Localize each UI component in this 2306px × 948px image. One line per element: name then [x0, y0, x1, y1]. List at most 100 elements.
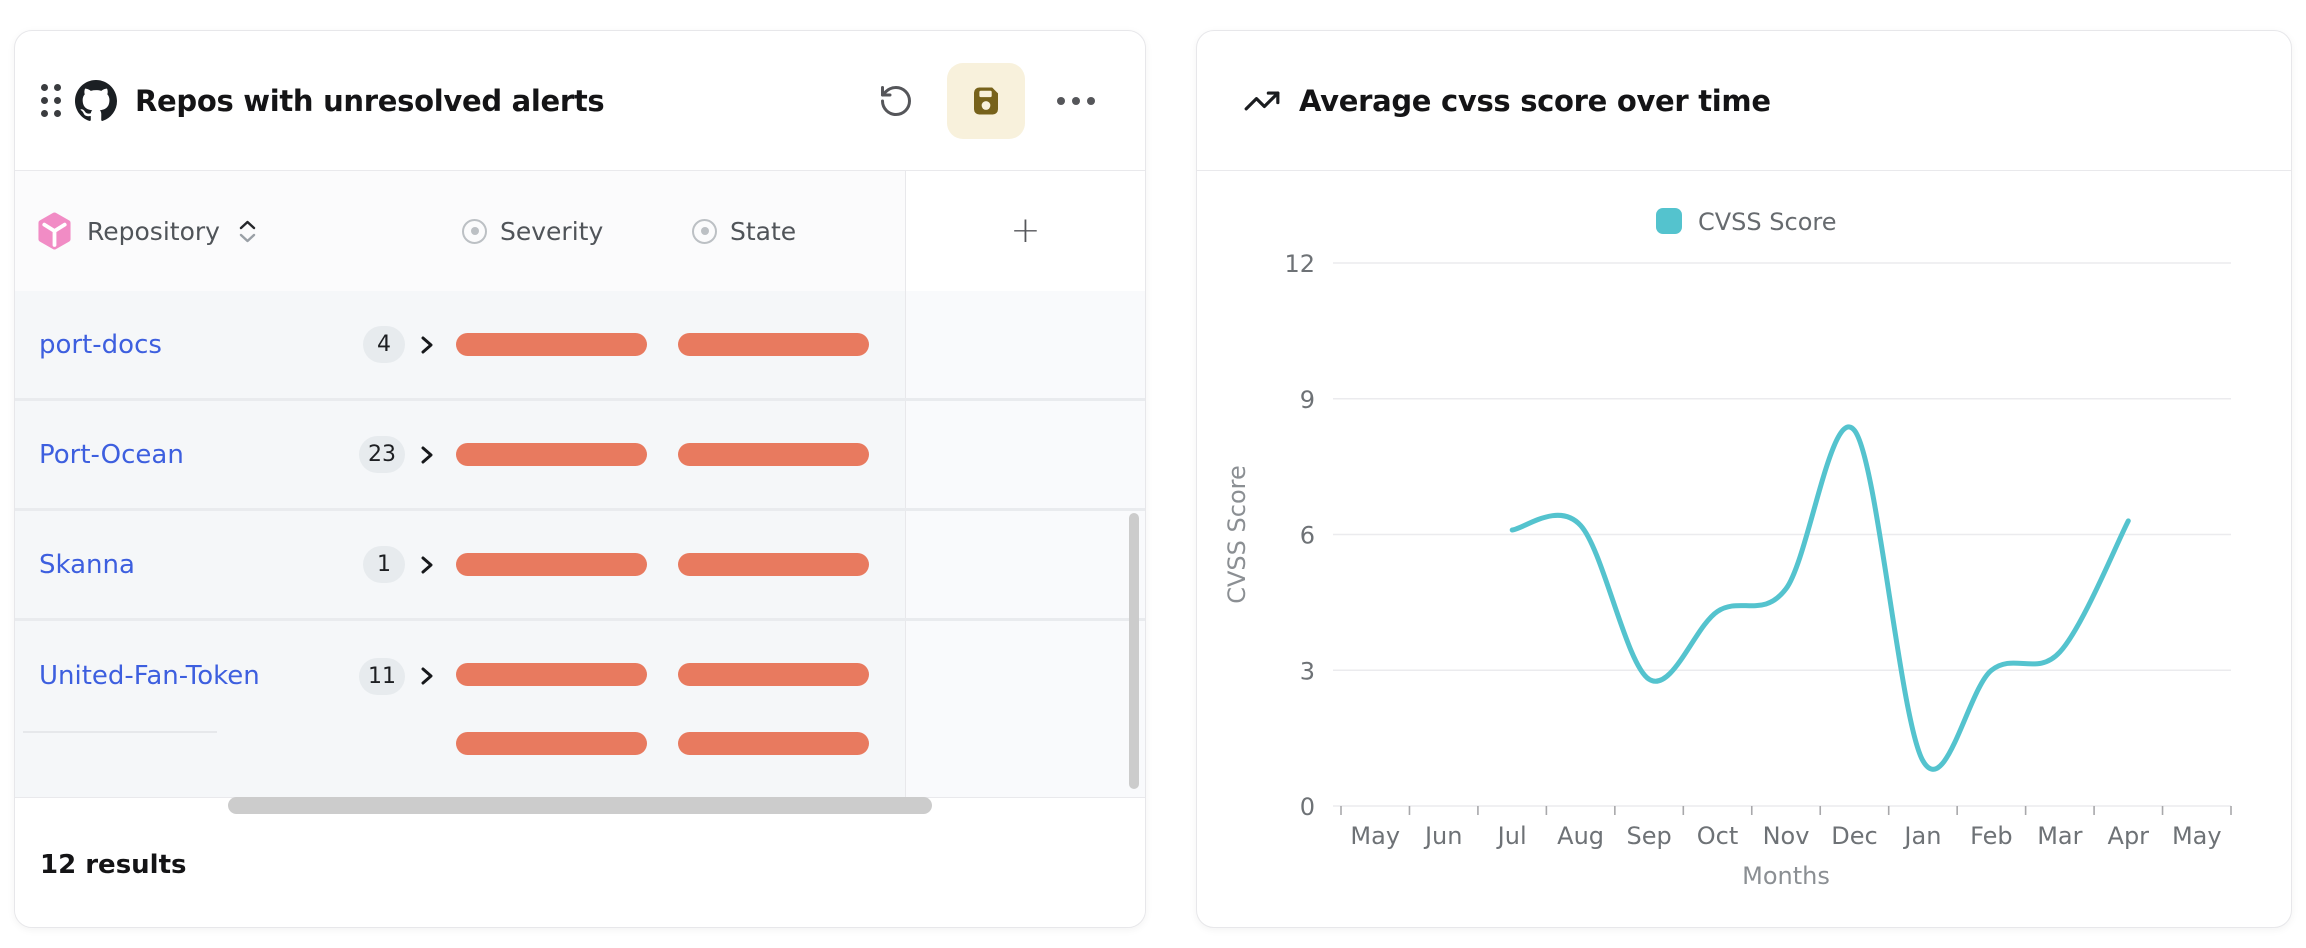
chart-widget-title: Average cvss score over time [1299, 83, 1771, 118]
vertical-scrollbar[interactable] [1129, 513, 1139, 789]
repository-cell: United-Fan-Token 11 [15, 621, 456, 797]
state-bar[interactable] [678, 333, 869, 356]
x-tick-label: Apr [2108, 822, 2150, 850]
x-tick-label: Dec [1831, 822, 1877, 850]
severity-bar[interactable] [456, 553, 647, 576]
state-cell [678, 621, 905, 797]
y-tick-label: 0 [1300, 793, 1315, 821]
empty-extra-cell [905, 621, 1145, 797]
repository-cell: Port-Ocean 23 [15, 401, 456, 508]
repo-link[interactable]: port-docs [39, 329, 162, 360]
empty-extra-cell [905, 511, 1145, 618]
radio-icon [462, 218, 487, 244]
expand-chevron-icon[interactable] [417, 665, 436, 687]
floppy-disk-icon [974, 87, 998, 114]
more-options-button[interactable] [1053, 78, 1099, 124]
results-count: 12 results [40, 850, 187, 880]
repository-cube-icon [37, 212, 72, 250]
x-tick-label: Aug [1557, 822, 1604, 850]
sort-toggle[interactable] [239, 220, 256, 243]
cvss-score-line [1509, 424, 2131, 772]
rotate-ccw-icon [881, 85, 911, 116]
repository-cell: Skanna 1 [15, 511, 456, 618]
x-tick-label: Jun [1423, 822, 1463, 850]
x-tick-label: Mar [2037, 822, 2082, 850]
table-row: Skanna 1 [15, 508, 1145, 618]
github-icon [75, 79, 117, 122]
x-tick-label: Sep [1626, 822, 1671, 850]
x-tick-label: Jan [1902, 822, 1941, 850]
severity-bar[interactable] [456, 443, 647, 466]
state-bar[interactable] [678, 732, 869, 755]
add-column-cell: + [905, 171, 1145, 291]
column-label-severity: Severity [500, 216, 604, 246]
alert-count-badge[interactable]: 23 [359, 436, 405, 473]
alert-count-badge[interactable]: 1 [363, 546, 405, 583]
state-cell [678, 401, 905, 508]
column-header-severity[interactable]: Severity [456, 171, 678, 291]
repo-link[interactable]: Skanna [39, 549, 135, 580]
x-axis-title: Months [1742, 862, 1830, 890]
severity-cell [456, 621, 678, 797]
alert-count-badge[interactable]: 4 [363, 326, 405, 363]
repo-link[interactable]: United-Fan-Token [39, 661, 260, 691]
chart-widget: Average cvss score over time 0 3 6 9 12 May Ju… [1196, 30, 2292, 928]
severity-cell [456, 511, 678, 618]
y-tick-label: 6 [1300, 522, 1315, 550]
x-tick-label: Feb [1970, 822, 2013, 850]
caret-down-icon [239, 233, 256, 242]
ellipsis-icon [1057, 96, 1095, 105]
expand-chevron-icon[interactable] [417, 334, 436, 356]
trending-up-icon [1243, 82, 1281, 120]
x-tick-label: Nov [1763, 822, 1810, 850]
cvss-line-chart: 0 3 6 9 12 May Jun Jul Aug Sep Oct Nov Dec Jan Feb Mar A… [1223, 208, 2232, 890]
x-tick-label: May [1350, 822, 1400, 850]
horizontal-scrollbar[interactable] [228, 797, 932, 814]
severity-bar[interactable] [456, 663, 647, 686]
add-column-button[interactable]: + [1010, 210, 1041, 251]
empty-extra-cell [905, 401, 1145, 508]
x-tick-label: Oct [1697, 822, 1739, 850]
legend-swatch[interactable] [1656, 208, 1682, 234]
severity-bar[interactable] [456, 333, 647, 356]
severity-bar[interactable] [456, 732, 647, 755]
table-body: port-docs 4 Port-Ocean 23 Skanna 1 United-Fan-… [15, 291, 1145, 797]
column-label-repository: Repository [87, 216, 220, 246]
state-bar[interactable] [678, 443, 869, 466]
expand-chevron-icon[interactable] [417, 444, 436, 466]
table-header-row: Repository Severity State + [15, 171, 1145, 291]
radio-icon [692, 218, 717, 244]
state-bar[interactable] [678, 663, 869, 686]
empty-extra-cell [905, 291, 1145, 398]
y-tick-label: 3 [1300, 657, 1315, 685]
undo-button[interactable] [873, 78, 919, 124]
table-row: port-docs 4 [15, 291, 1145, 398]
state-bar[interactable] [678, 553, 869, 576]
alerts-widget-header: Repos with unresolved alerts [15, 31, 1145, 171]
chart-widget-header: Average cvss score over time [1197, 31, 2291, 171]
repo-link[interactable]: Port-Ocean [39, 439, 184, 470]
table-row: Port-Ocean 23 [15, 398, 1145, 508]
y-tick-label: 12 [1284, 250, 1315, 278]
y-tick-label: 9 [1300, 386, 1315, 414]
alerts-widget: Repos with unresolved alerts Repositor [14, 30, 1146, 928]
table-footer: 12 results [15, 797, 1145, 927]
severity-cell [456, 401, 678, 508]
x-tick-label: Jul [1496, 822, 1527, 850]
save-button[interactable] [947, 62, 1025, 139]
legend-label[interactable]: CVSS Score [1698, 208, 1837, 236]
drag-handle-icon[interactable] [41, 84, 61, 117]
column-header-state[interactable]: State [678, 171, 905, 291]
severity-cell [456, 291, 678, 398]
expand-chevron-icon[interactable] [417, 554, 436, 576]
repository-cell: port-docs 4 [15, 291, 456, 398]
alert-count-badge[interactable]: 11 [359, 657, 405, 695]
x-tick-label: May [2172, 822, 2222, 850]
state-cell [678, 511, 905, 618]
row-subdivider [23, 731, 217, 733]
state-cell [678, 291, 905, 398]
y-axis-title: CVSS Score [1223, 465, 1251, 604]
table-row: United-Fan-Token 11 [15, 618, 1145, 797]
column-label-state: State [730, 216, 797, 246]
column-header-repository[interactable]: Repository [15, 171, 456, 291]
